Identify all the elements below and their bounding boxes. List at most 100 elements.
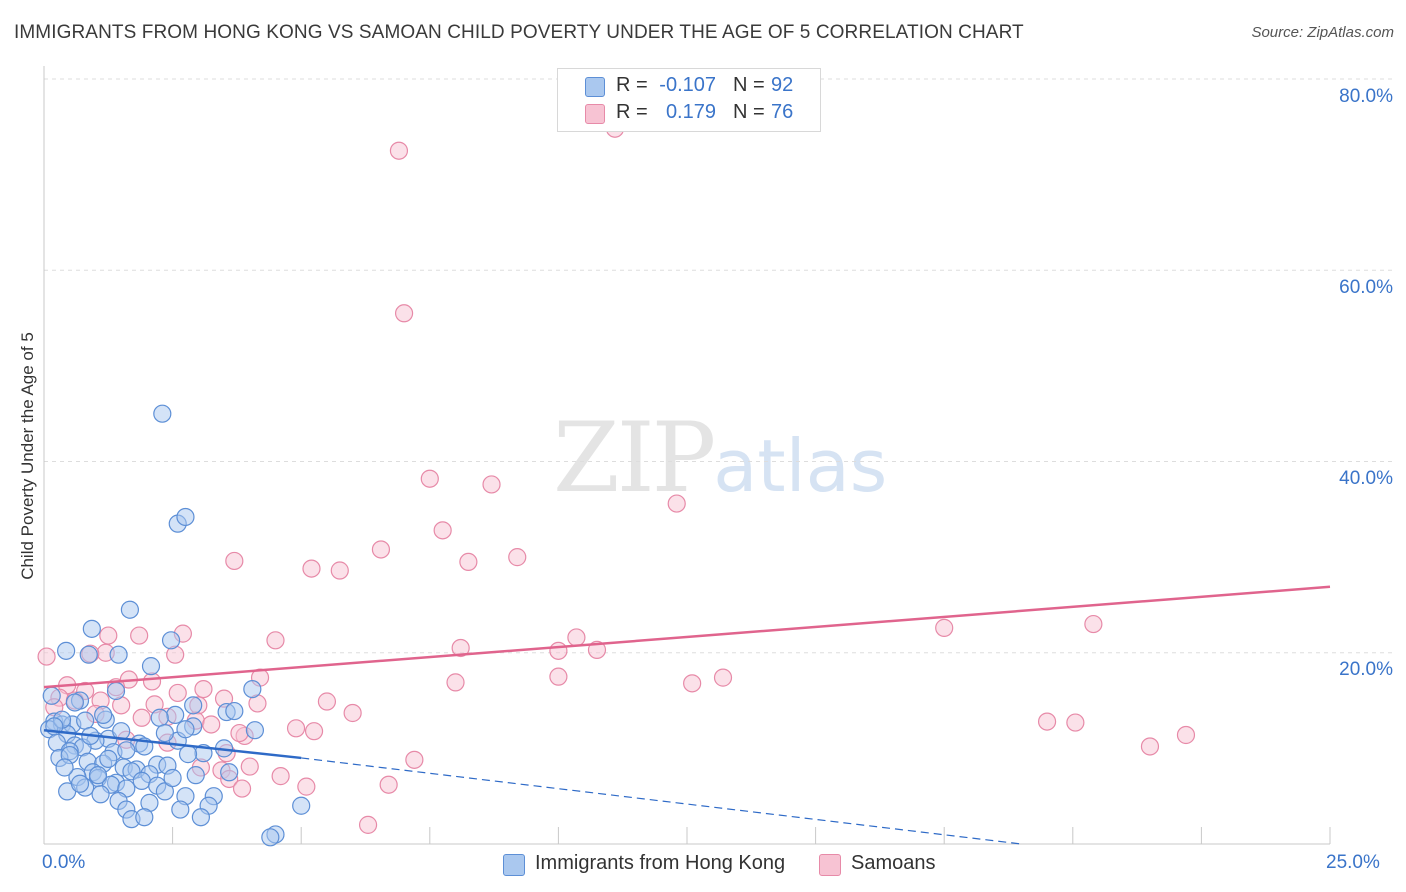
samoans-point [379,775,398,794]
hong-kong-point [70,774,90,793]
hong-kong-point [132,771,151,790]
samoans-point [230,723,249,743]
n-label: N = [733,101,765,123]
n-label: N = [733,74,765,96]
samoans-point [549,641,568,660]
legend-label: Samoans [851,852,936,874]
samoans-point [371,540,391,559]
swatch-hong-kong [585,77,605,97]
chart-title: IMMIGRANTS FROM HONG KONG VS SAMOAN CHIL… [14,22,1024,43]
hong-kong-point [79,645,98,664]
r-label: R = [616,101,648,123]
hong-kong-point [191,808,210,827]
samoans-point [683,674,702,693]
samoans-point [667,494,686,513]
watermark-atlas: atlas [713,424,888,508]
hong-kong-point [245,721,265,740]
samoans-point [304,722,324,741]
samoans-point [1084,614,1103,634]
y-tick-label: 60.0% [1339,277,1393,298]
trend-lines [43,585,1331,845]
y-tick-label: 40.0% [1339,468,1393,489]
samoans-point [446,673,465,692]
y-tick-label: 20.0% [1339,659,1393,680]
samoans-point [232,779,252,798]
samoans-point [343,703,362,723]
hong-kong-point [94,705,113,725]
n-value: 92 [771,74,794,96]
samoans-point [451,638,470,658]
y-tick-label: 80.0% [1339,86,1393,107]
legend-item-hong-kong[interactable]: Immigrants from Hong Kong [503,852,803,878]
samoans-point [433,521,452,540]
samoans-point [168,683,187,703]
hong-kong-point [42,686,61,705]
source-credit: Source: ZipAtlas.com [1251,24,1394,41]
samoans-point [1037,712,1057,731]
axes [43,66,1331,845]
samoans-point [317,692,337,711]
hong-kong-point [91,785,110,804]
samoans-point [194,679,213,699]
legend-item-samoans[interactable]: Samoans [819,852,959,878]
legend-swatch-hong-kong [503,854,525,876]
hong-kong-point [106,681,126,701]
watermark: ZIPatlas [553,402,887,514]
r-value: -0.107 [659,74,716,96]
samoans-point [405,750,424,769]
samoans-point [225,551,244,571]
hong-kong-point [176,507,195,527]
samoans-point [286,719,306,738]
samoans-point [1066,713,1085,732]
hong-kong-point [186,766,205,785]
hong-kong-point [82,619,101,638]
hong-kong-point [55,758,74,777]
samoans-point [271,767,290,786]
hong-kong-point [220,763,239,782]
hong-kong-point [171,800,190,819]
stats-row-hong-kong: R = -0.107 N = 92 [558,74,820,100]
hong-kong-point [261,828,280,847]
hong-kong-point [65,693,84,712]
series-hong-kong-points [40,404,311,847]
samoans-point [330,561,349,580]
r-value: 0.179 [665,101,716,123]
samoans-point [99,626,118,645]
samoans-point [420,469,439,488]
samoans-point [202,715,221,734]
samoans-point [37,647,56,666]
stats-legend: R = -0.107 N = 92 R = 0.179 N = 76 [557,68,821,132]
samoans-point [132,708,151,727]
hong-kong-point [155,723,174,743]
samoans-point [1140,737,1160,756]
hong-kong-point [178,745,198,764]
hong-kong-trend-line [43,728,302,760]
series-samoans-points [37,119,1196,834]
hong-kong-point [243,679,262,699]
hong-kong-trend-extension [301,757,1022,845]
n-value: 76 [771,101,794,123]
samoans-point [587,640,607,659]
samoans-point [389,141,409,160]
samoans-trend-line [43,585,1331,689]
samoans-point [1176,725,1196,745]
samoans-point [935,618,954,637]
gridlines [44,78,1392,654]
r-label: R = [616,74,648,96]
hong-kong-point [120,600,140,619]
hong-kong-point [163,768,182,788]
samoans-point [358,815,378,834]
samoans-point [567,628,586,647]
hong-kong-point [88,766,108,785]
hong-kong-point [135,808,154,827]
x-tick-label-max: 25.0% [1326,852,1380,873]
swatch-samoans [585,104,605,124]
samoans-point [394,304,414,323]
x-tick-label-min: 0.0% [42,852,86,873]
hong-kong-point [57,641,76,660]
hong-kong-point [99,749,118,768]
hong-kong-point [117,741,136,760]
samoans-point [508,548,527,567]
samoans-point [482,475,501,494]
